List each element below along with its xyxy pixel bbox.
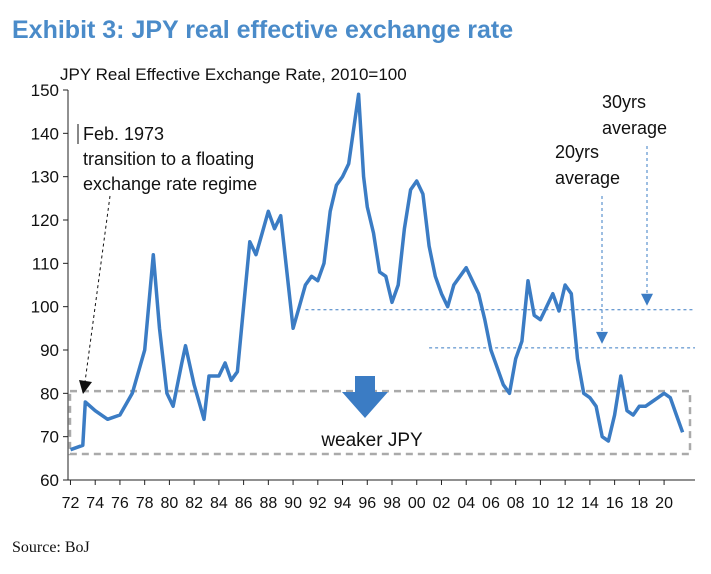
x-tick-label: 78 xyxy=(136,495,154,512)
y-tick-label: 60 xyxy=(40,471,59,490)
x-tick-label: 98 xyxy=(383,495,401,512)
x-tick-label: 00 xyxy=(408,495,426,512)
annotation: exchange rate regime xyxy=(83,174,257,194)
chart-subtitle: JPY Real Effective Exchange Rate, 2010=1… xyxy=(60,65,407,84)
chart-title: Exhibit 3: JPY real effective exchange r… xyxy=(12,16,513,44)
x-tick-label: 80 xyxy=(161,495,179,512)
band-label: weaker JPY xyxy=(320,430,423,451)
reference-arrowhead xyxy=(641,293,653,306)
x-tick-label: 18 xyxy=(630,495,648,512)
weaker-arrow xyxy=(342,376,388,418)
x-tick-label: 92 xyxy=(309,495,327,512)
annotation-arrow xyxy=(84,195,111,383)
x-tick-label: 94 xyxy=(334,495,352,512)
y-tick-label: 80 xyxy=(40,384,59,403)
band xyxy=(68,389,692,456)
y-tick-label: 130 xyxy=(31,168,59,187)
reference-arrowhead xyxy=(596,331,608,344)
series-line xyxy=(69,92,685,452)
y-tick-label: 150 xyxy=(31,81,59,100)
x-tick-label: 72 xyxy=(62,495,80,512)
annotation: Feb. 1973 xyxy=(83,124,164,144)
x-tick-label: 86 xyxy=(235,495,253,512)
reference-label: 20yrs xyxy=(555,142,599,162)
annotation: transition to a floating xyxy=(83,149,254,169)
x-tick-label: 88 xyxy=(259,495,277,512)
reference-label: average xyxy=(555,168,620,188)
x-tick-label: 84 xyxy=(210,495,228,512)
x-tick-label: 08 xyxy=(507,495,525,512)
x-tick-label: 20 xyxy=(655,495,673,512)
x-tick-label: 04 xyxy=(457,495,475,512)
x-tick-label: 12 xyxy=(556,495,574,512)
x-tick-label: 14 xyxy=(581,495,599,512)
reference-label: 30yrs xyxy=(602,92,646,112)
x-tick-label: 74 xyxy=(86,495,104,512)
y-tick-label: 70 xyxy=(40,428,59,447)
x-tick-label: 06 xyxy=(482,495,500,512)
annotation-arrowhead xyxy=(79,380,92,394)
source: Source: BoJ xyxy=(12,539,90,556)
y-tick-label: 110 xyxy=(32,254,59,273)
y-tick-label: 140 xyxy=(31,124,59,143)
x-tick-label: 76 xyxy=(111,495,129,512)
x-tick-label: 02 xyxy=(433,495,451,512)
reference-label: average xyxy=(602,118,667,138)
x-tick-label: 96 xyxy=(358,495,376,512)
y-tick-label: 90 xyxy=(40,341,59,360)
x-tick-label: 16 xyxy=(606,495,624,512)
x-tick-label: 82 xyxy=(185,495,203,512)
x-tick-label: 90 xyxy=(284,495,302,512)
y-tick-label: 100 xyxy=(31,298,59,317)
x-tick-label: 10 xyxy=(532,495,550,512)
y-tick-label: 120 xyxy=(31,211,59,230)
